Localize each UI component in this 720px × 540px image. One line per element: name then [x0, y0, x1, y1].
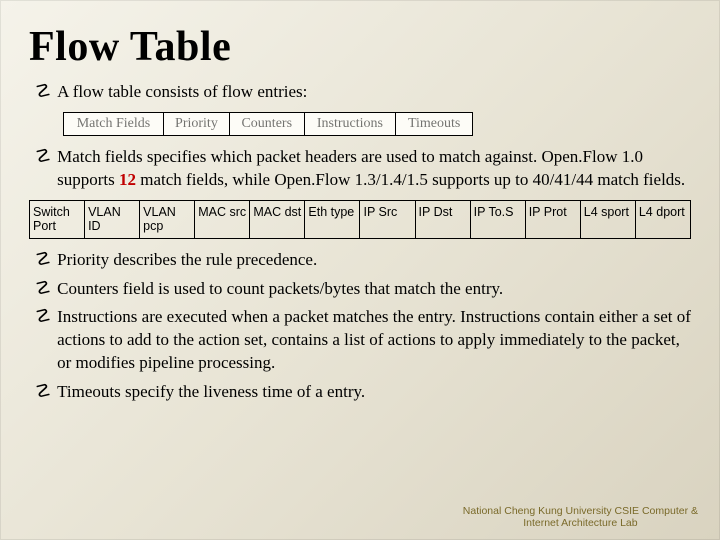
bullet-text-post: match fields, while Open.Flow 1.3/1.4/1.… [136, 170, 685, 189]
bullet-text: Match fields specifies which packet head… [57, 146, 691, 192]
match-field-cell: IP Dst [415, 200, 470, 238]
bullet-glyph-icon: ☡ [35, 81, 51, 103]
bullet-glyph-icon: ☡ [35, 146, 51, 168]
bullet-item: ☡ Match fields specifies which packet he… [35, 146, 691, 192]
page-title: Flow Table [29, 23, 691, 71]
components-cell: Instructions [304, 112, 396, 135]
match-fields-table: Switch Port VLAN ID VLAN pcp MAC src MAC… [29, 200, 691, 239]
match-field-cell: IP Src [360, 200, 415, 238]
match-field-cell: L4 dport [635, 200, 690, 238]
flow-entry-components-table: Match Fields Priority Counters Instructi… [63, 112, 473, 136]
match-field-cell: Switch Port [30, 200, 85, 238]
bullet-text: Instructions are executed when a packet … [57, 306, 691, 375]
match-field-cell: L4 sport [580, 200, 635, 238]
bullet-item: ☡ Priority describes the rule precedence… [35, 249, 691, 272]
bullet-text: A flow table consists of flow entries: [57, 81, 691, 104]
table-row: Switch Port VLAN ID VLAN pcp MAC src MAC… [30, 200, 691, 238]
footer-line: Internet Architecture Lab [463, 517, 698, 530]
bullet-glyph-icon: ☡ [35, 278, 51, 300]
emphasis-number: 12 [119, 170, 136, 189]
bullet-item: ☡ Timeouts specify the liveness time of … [35, 381, 691, 404]
bullet-glyph-icon: ☡ [35, 306, 51, 328]
slide-container: Flow Table ☡ A flow table consists of fl… [0, 0, 720, 540]
components-cell: Counters [229, 112, 304, 135]
bullet-glyph-icon: ☡ [35, 249, 51, 271]
bullet-item: ☡ Counters field is used to count packet… [35, 278, 691, 301]
components-cell: Match Fields [64, 112, 164, 135]
bullet-item: ☡ A flow table consists of flow entries: [35, 81, 691, 104]
components-cell: Priority [163, 112, 229, 135]
match-field-cell: VLAN ID [85, 200, 140, 238]
footer-line: National Cheng Kung University CSIE Comp… [463, 505, 698, 518]
footer-attribution: National Cheng Kung University CSIE Comp… [463, 505, 698, 530]
bullet-text: Priority describes the rule precedence. [57, 249, 691, 272]
bullet-item: ☡ Instructions are executed when a packe… [35, 306, 691, 375]
match-field-cell: MAC dst [250, 200, 305, 238]
match-field-cell: Eth type [305, 200, 360, 238]
match-field-cell: MAC src [195, 200, 250, 238]
bullet-text: Timeouts specify the liveness time of a … [57, 381, 691, 404]
components-cell: Timeouts [396, 112, 473, 135]
table-row: Match Fields Priority Counters Instructi… [64, 112, 473, 135]
match-field-cell: IP Prot [525, 200, 580, 238]
match-field-cell: IP To.S [470, 200, 525, 238]
bullet-glyph-icon: ☡ [35, 381, 51, 403]
match-field-cell: VLAN pcp [140, 200, 195, 238]
bullet-text: Counters field is used to count packets/… [57, 278, 691, 301]
